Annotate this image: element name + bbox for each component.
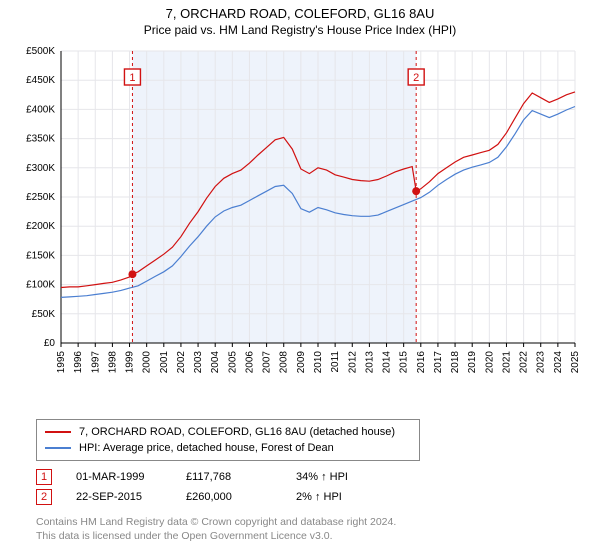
x-tick-label: 2000 bbox=[142, 351, 153, 374]
event-row: 2 22-SEP-2015 £260,000 2% ↑ HPI bbox=[36, 487, 600, 507]
x-tick-label: 2022 bbox=[519, 351, 530, 374]
legend-label: HPI: Average price, detached house, Fore… bbox=[79, 442, 334, 454]
x-tick-label: 2009 bbox=[296, 351, 307, 374]
event-date: 01-MAR-1999 bbox=[76, 471, 162, 483]
event-tag: 1 bbox=[36, 469, 52, 485]
x-tick-label: 2018 bbox=[450, 351, 461, 374]
y-tick-label: £450K bbox=[26, 75, 55, 86]
x-tick-label: 1997 bbox=[90, 351, 101, 374]
event-date: 22-SEP-2015 bbox=[76, 491, 162, 503]
x-tick-label: 2025 bbox=[570, 351, 581, 374]
footer-line2: This data is licensed under the Open Gov… bbox=[36, 529, 600, 543]
event-price: £260,000 bbox=[186, 491, 272, 503]
y-tick-label: £300K bbox=[26, 163, 55, 174]
footer-line1: Contains HM Land Registry data © Crown c… bbox=[36, 515, 600, 529]
x-tick-label: 2020 bbox=[484, 351, 495, 374]
chart-container: 7, ORCHARD ROAD, COLEFORD, GL16 8AU Pric… bbox=[0, 0, 600, 551]
legend-label: 7, ORCHARD ROAD, COLEFORD, GL16 8AU (det… bbox=[79, 426, 395, 438]
legend: 7, ORCHARD ROAD, COLEFORD, GL16 8AU (det… bbox=[36, 419, 420, 461]
x-tick-label: 2006 bbox=[244, 351, 255, 374]
y-tick-label: £250K bbox=[26, 192, 55, 203]
event-marker bbox=[412, 187, 420, 195]
y-tick-label: £200K bbox=[26, 221, 55, 232]
y-tick-label: £150K bbox=[26, 250, 55, 261]
x-tick-label: 2023 bbox=[536, 351, 547, 374]
chart-area: £0 £50K £100K £150K £200K £250K £300K £350K £400… bbox=[15, 43, 585, 413]
x-tick-label: 2014 bbox=[382, 351, 393, 374]
event-delta: 2% ↑ HPI bbox=[296, 491, 382, 503]
ref-tag-number: 2 bbox=[413, 72, 419, 84]
y-tick-label: £500K bbox=[26, 46, 55, 57]
event-price: £117,768 bbox=[186, 471, 272, 483]
ref-tag-number: 1 bbox=[129, 72, 135, 84]
x-tick-label: 2015 bbox=[399, 351, 410, 374]
x-tick-label: 1998 bbox=[107, 351, 118, 374]
x-tick-label: 2019 bbox=[467, 351, 478, 374]
x-tick-label: 2016 bbox=[416, 351, 427, 374]
legend-row: 7, ORCHARD ROAD, COLEFORD, GL16 8AU (det… bbox=[45, 424, 411, 440]
x-tick-label: 2008 bbox=[279, 351, 290, 374]
title-block: 7, ORCHARD ROAD, COLEFORD, GL16 8AU Pric… bbox=[0, 0, 600, 39]
x-tick-label: 2001 bbox=[159, 351, 170, 374]
transaction-events: 1 01-MAR-1999 £117,768 34% ↑ HPI 2 22-SEP-201… bbox=[36, 467, 600, 507]
x-tick-label: 2002 bbox=[176, 351, 187, 374]
x-tick-label: 2012 bbox=[347, 351, 358, 374]
title-line2: Price paid vs. HM Land Registry's House … bbox=[0, 23, 600, 37]
x-tick-label: 2021 bbox=[501, 351, 512, 374]
x-tick-label: 2005 bbox=[227, 351, 238, 374]
chart-svg: £0 £50K £100K £150K £200K £250K £300K £350K £400… bbox=[15, 43, 585, 413]
x-tick-label: 1999 bbox=[125, 351, 136, 374]
x-tick-label: 1996 bbox=[73, 351, 84, 374]
title-line1: 7, ORCHARD ROAD, COLEFORD, GL16 8AU bbox=[0, 6, 600, 21]
legend-row: HPI: Average price, detached house, Fore… bbox=[45, 440, 411, 456]
event-row: 1 01-MAR-1999 £117,768 34% ↑ HPI bbox=[36, 467, 600, 487]
y-tick-label: £350K bbox=[26, 134, 55, 145]
y-tick-label: £0 bbox=[44, 338, 56, 349]
legend-swatch bbox=[45, 447, 71, 449]
y-tick-label: £400K bbox=[26, 104, 55, 115]
x-tick-label: 1995 bbox=[56, 351, 67, 374]
x-tick-label: 2024 bbox=[553, 351, 564, 374]
x-tick-label: 2011 bbox=[330, 351, 341, 373]
footer-note: Contains HM Land Registry data © Crown c… bbox=[36, 515, 600, 551]
y-tick-label: £50K bbox=[32, 309, 56, 320]
event-tag: 2 bbox=[36, 489, 52, 505]
x-tick-label: 2007 bbox=[262, 351, 273, 374]
event-delta: 34% ↑ HPI bbox=[296, 471, 382, 483]
event-marker bbox=[128, 270, 136, 278]
legend-swatch bbox=[45, 431, 71, 433]
x-tick-label: 2010 bbox=[313, 351, 324, 374]
x-tick-label: 2017 bbox=[433, 351, 444, 374]
x-tick-label: 2004 bbox=[210, 351, 221, 374]
x-tick-label: 2013 bbox=[364, 351, 375, 374]
x-tick-label: 2003 bbox=[193, 351, 204, 374]
y-tick-label: £100K bbox=[26, 280, 55, 291]
